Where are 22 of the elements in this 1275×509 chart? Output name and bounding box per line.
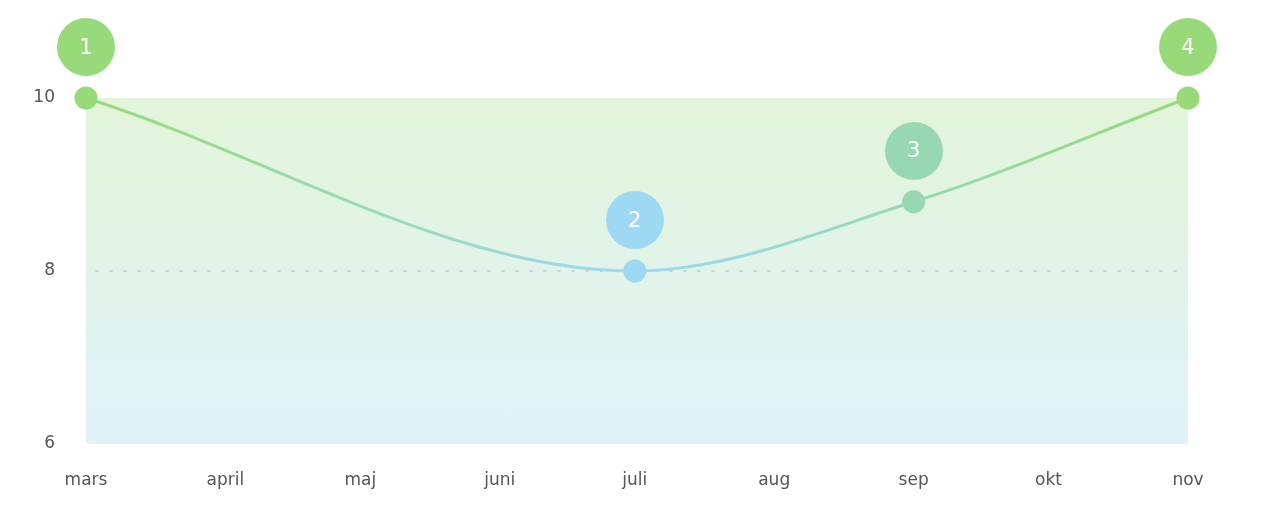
- numbered-badge: 4: [1159, 18, 1217, 76]
- point: [74, 86, 98, 110]
- x-tick-label: okt: [1035, 468, 1063, 489]
- point: [623, 259, 647, 283]
- x-tick-label: aug: [758, 468, 791, 489]
- annotation: 4: [1181, 34, 1195, 59]
- x-tick-label: mars: [64, 468, 108, 489]
- x-tick-label: april: [206, 468, 245, 489]
- numbered-badge: 1: [57, 18, 115, 76]
- y-tick-label: 8: [44, 259, 55, 280]
- y-tick-label: 6: [44, 432, 55, 453]
- annotation: 3: [906, 138, 921, 163]
- x-tick-label: juni: [483, 468, 516, 489]
- annotation: 1: [79, 34, 93, 59]
- y-tick-label: 10: [33, 86, 55, 107]
- x-tick-label: sep: [898, 468, 929, 489]
- annotation: 2: [628, 207, 642, 232]
- x-tick-label: maj: [344, 468, 377, 489]
- point: [1176, 86, 1200, 110]
- x-tick-label: juli: [621, 468, 648, 489]
- x-tick-label: nov: [1172, 468, 1204, 489]
- point: [902, 190, 926, 214]
